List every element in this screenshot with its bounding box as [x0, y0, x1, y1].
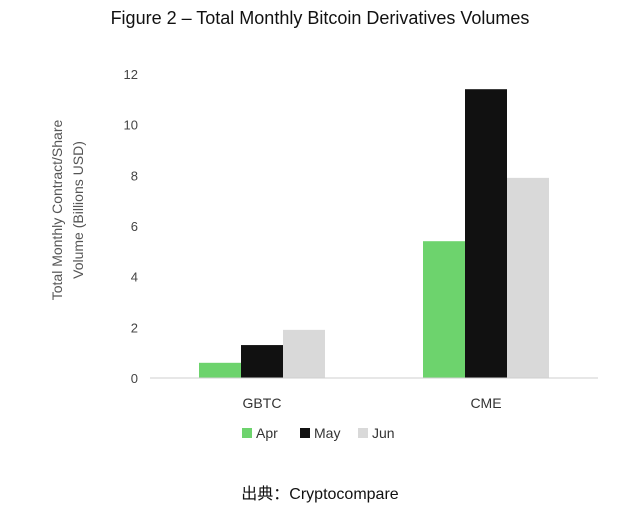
x-category-label: CME — [470, 395, 501, 411]
x-axis: GBTC CME — [150, 377, 598, 411]
y-tick-label: 6 — [131, 219, 138, 234]
bar-apr-cme — [423, 241, 465, 378]
legend-label: May — [314, 425, 340, 441]
y-tick-label: 4 — [131, 270, 138, 285]
y-tick-label: 10 — [124, 118, 138, 133]
x-category-label: GBTC — [243, 395, 282, 411]
y-tick-label: 0 — [131, 371, 138, 386]
source-note: 出典：Cryptocompare — [241, 486, 399, 503]
legend: Apr May Jun — [242, 425, 395, 441]
chart-title: Figure 2 – Total Monthly Bitcoin Derivat… — [110, 8, 530, 28]
y-tick-label: 12 — [124, 67, 138, 82]
y-tick-label: 8 — [131, 168, 138, 183]
bar-jun-cme — [507, 177, 549, 378]
y-axis-label: Total Monthly Contract/Share Volume (Bill… — [49, 120, 86, 301]
bar-apr-gbtc — [199, 362, 241, 378]
y-axis-label-line: Total Monthly Contract/Share — [49, 120, 65, 301]
bars — [199, 89, 549, 378]
legend-swatch-may — [300, 428, 310, 438]
y-axis: 0 2 4 6 8 10 12 — [124, 67, 138, 386]
chart: 0 2 4 6 8 10 12 Total Monthly Contract/Share Vo… — [49, 67, 598, 441]
legend-label: Apr — [256, 425, 278, 441]
bar-jun-gbtc — [283, 329, 325, 378]
legend-swatch-jun — [358, 428, 368, 438]
bar-may-gbtc — [241, 345, 283, 378]
legend-label: Jun — [372, 425, 395, 441]
legend-swatch-apr — [242, 428, 252, 438]
y-axis-label-line: Volume (Billions USD) — [70, 141, 86, 279]
y-tick-label: 2 — [131, 320, 138, 335]
bar-may-cme — [465, 89, 507, 378]
